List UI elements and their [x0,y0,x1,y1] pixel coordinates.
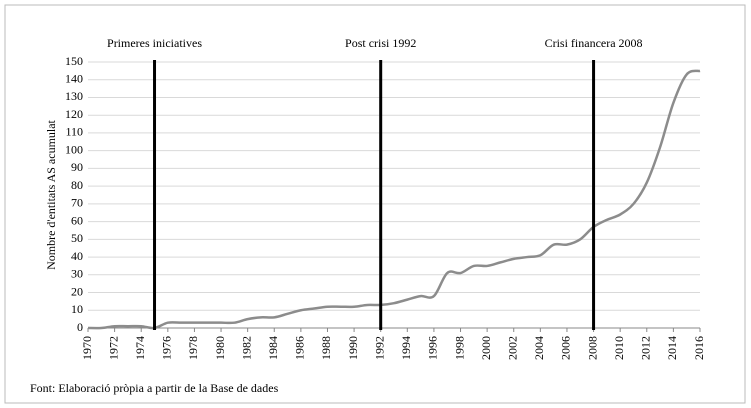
x-tick-label: 2014 [665,336,679,360]
x-tick-label: 1970 [80,336,94,360]
x-tick-label: 1998 [452,336,466,360]
annotation-label: Post crisi 1992 [345,36,416,50]
x-tick-label: 1978 [186,336,200,360]
y-tick-label: 30 [71,267,83,281]
y-tick-label: 20 [71,284,83,298]
y-tick-label: 130 [65,89,83,103]
x-tick-label: 2006 [559,336,573,360]
x-tick-label: 2002 [505,336,519,360]
y-tick-label: 100 [65,142,83,156]
line-series [87,69,701,330]
x-tick-label: 1994 [399,336,413,360]
y-tick-label: 120 [65,107,83,121]
source-note: Font: Elaboració pròpia a partir de la B… [30,381,279,395]
x-tick-label: 1986 [293,336,307,360]
x-tick-label: 1974 [133,336,147,360]
x-tick-label: 2012 [639,336,653,360]
x-tick-label: 2008 [585,336,599,360]
x-tick-label: 2010 [612,336,626,360]
x-tick-label: 2016 [692,336,706,360]
annotation-label: Crisi financera 2008 [545,36,643,50]
y-tick-label: 0 [77,320,83,334]
y-tick-label: 150 [65,54,83,68]
annotation-label: Primeres iniciatives [107,36,202,50]
x-tick-label: 1996 [426,336,440,360]
y-tick-label: 80 [71,178,83,192]
y-axis-label: Nombre d'entitats AS acumulat [44,119,58,269]
y-tick-label: 60 [71,213,83,227]
y-tick-label: 140 [65,71,83,85]
y-tick-label: 50 [71,231,83,245]
y-tick-label: 70 [71,196,83,210]
x-tick-label: 1982 [239,336,253,360]
x-tick-label: 1988 [319,336,333,360]
x-tick-label: 1990 [346,336,360,360]
x-tick-label: 2000 [479,336,493,360]
x-tick-label: 1980 [213,336,227,360]
x-tick-label: 2004 [532,336,546,360]
y-tick-label: 90 [71,160,83,174]
y-tick-label: 10 [71,302,83,316]
y-tick-label: 40 [71,249,83,263]
frame [4,4,746,404]
x-tick-label: 1992 [372,336,386,360]
x-tick-label: 1972 [106,336,120,360]
x-tick-label: 1984 [266,336,280,360]
y-tick-label: 110 [65,125,83,139]
x-tick-label: 1976 [160,336,174,360]
